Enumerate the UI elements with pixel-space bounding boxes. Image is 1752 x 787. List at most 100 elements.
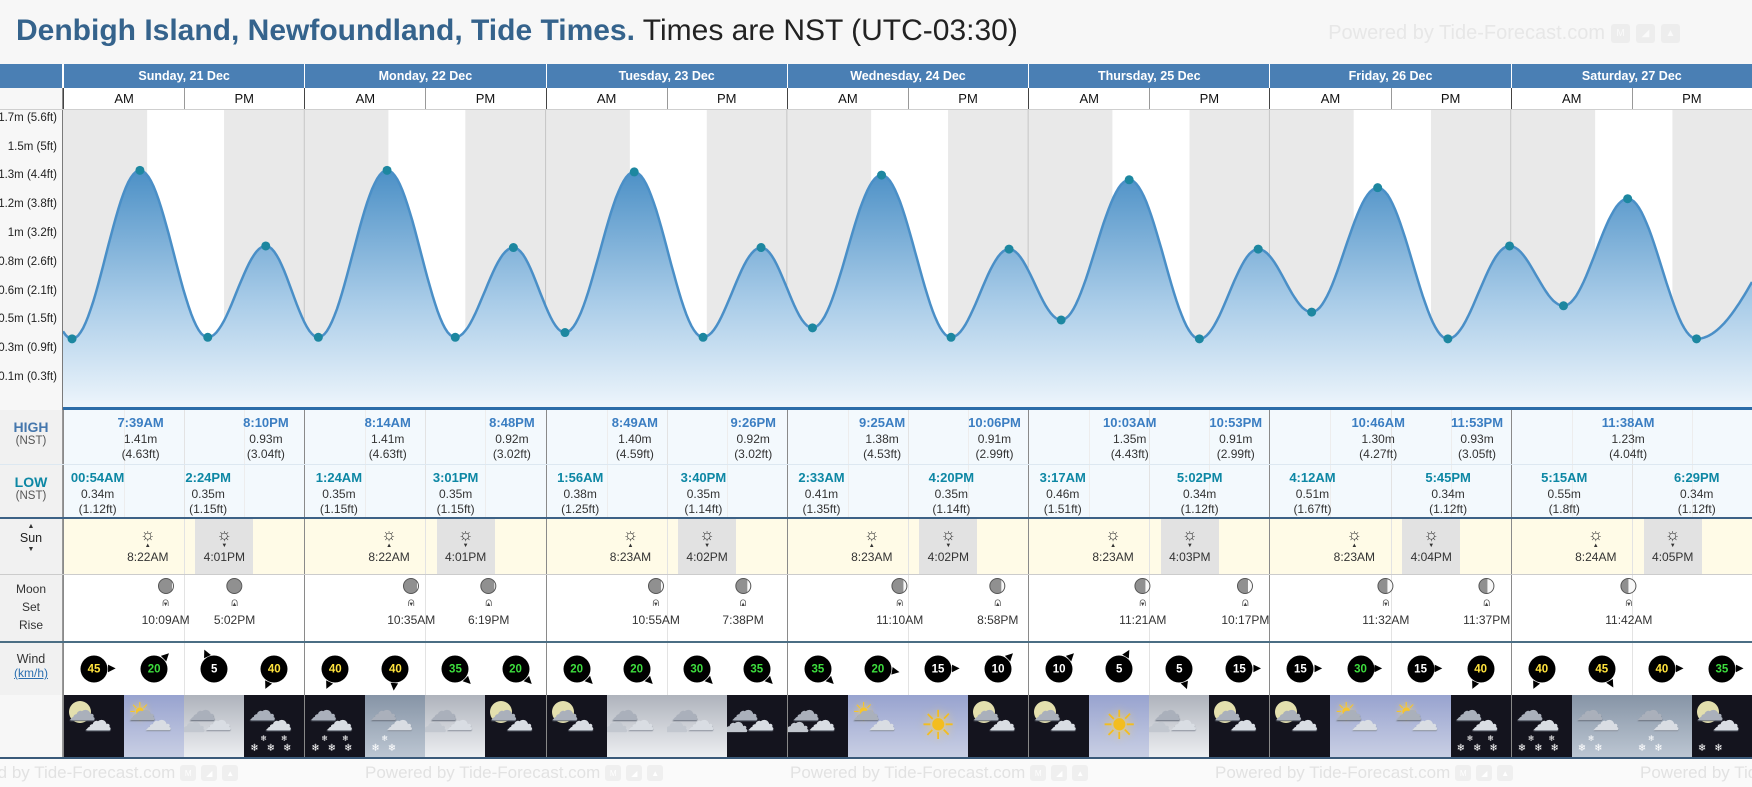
quarter-separator [365, 465, 367, 517]
y-axis-label: 0.6m (2.1ft) [0, 284, 57, 297]
wind-cell: 20 ▶ 20 ▶ 30 ▶ 35 ▶ [545, 643, 787, 695]
ampm-cell: AM PM [1510, 88, 1752, 109]
wind-direction-arrow: ▶ [890, 665, 901, 678]
sun-glyph: ☼ [1182, 525, 1198, 544]
app-store-icon[interactable]: M [1611, 24, 1630, 43]
weather-tile-cloudy: ☁ ☁ ☁ [184, 695, 245, 757]
quarter-separator [1209, 465, 1211, 517]
moonset-time: 10:35AM [387, 613, 436, 627]
page-title: Denbigh Island, Newfoundland, Tide Times… [16, 14, 635, 47]
y-axis-label: 0.1m (0.3ft) [0, 371, 57, 383]
moon-lit-portion [747, 579, 751, 593]
sunset-caret: ▼ [462, 543, 469, 549]
am-label: AM [596, 91, 617, 106]
play-store-icon[interactable]: ▲ [1661, 24, 1680, 43]
tide-height-m: 1.38m [865, 431, 899, 446]
high-tide-cell: 8:49AM 1.40m (4.59ft) 9:26PM 0.92m (3.02ft) [545, 410, 787, 464]
sunset-shade [195, 519, 254, 574]
noon-separator [1390, 410, 1392, 464]
tide-time: 10:53PM [1209, 415, 1263, 430]
wind-badge: 40 ▶ [377, 651, 413, 691]
low-tide-entry: 3:17AM 0.46m (1.51ft) [1040, 470, 1086, 518]
powered-by-text: Powered by Tide-Forecast.com [0, 763, 176, 782]
moon-row-label: Moon Set Rise [0, 575, 63, 641]
sunset-caret: ▼ [704, 543, 711, 549]
quarter-separator [485, 410, 487, 464]
wind-speed: 5 [1165, 655, 1193, 683]
sunrise-time: 8:22AM [127, 550, 169, 564]
tide-extreme-dot [756, 243, 766, 253]
tide-height-ft: (4.63ft) [121, 447, 160, 462]
wind-badge: 35 ▶ [1704, 651, 1744, 687]
moonset-caret: ▼ [162, 602, 169, 608]
tide-height-ft: (4.63ft) [368, 447, 407, 462]
noon-separator [1149, 643, 1151, 695]
tide-extreme-dot [382, 165, 392, 175]
tide-extreme-dot [877, 170, 887, 180]
moonrise-time: 7:38PM [722, 613, 764, 627]
wind-direction-arrow: ▶ [952, 663, 960, 674]
share-icon[interactable]: ◢ [1636, 24, 1655, 43]
weather-cell: ☁ ☁ ☁ ☁ ☁ ☁ ☁ ☁ ☁ ☁ ☁ [545, 695, 787, 757]
weather-cell: ☁ ☁ ☀ ☁ ☁ ☀ ☁ ☁ ☁ ☁ ❄❄ ❄❄❄ [1269, 695, 1511, 757]
wind-badge: 35 ▶ [739, 651, 776, 688]
moonrise-entry: ∩ ▲ 8:58PM [977, 578, 1018, 627]
tide-height-ft: (1.12ft) [1677, 502, 1716, 517]
wind-direction-arrow: ▶ [388, 682, 401, 692]
wind-speed: 40 [1528, 655, 1556, 683]
weather-tile-night-cloud: ☁ ☁ [1209, 695, 1270, 757]
low-tide-entry: 2:24PM 0.35m (1.15ft) [185, 470, 231, 518]
sun-glyph: ☼ [139, 525, 156, 544]
sunrise-icon: ☼ ▲ [610, 526, 651, 549]
noon-separator [1149, 465, 1151, 517]
tide-extreme-dot [807, 323, 817, 333]
pm-label: PM [1682, 91, 1702, 106]
share-icon: ◢ [626, 765, 643, 781]
moonrise-icon: ∩ ▲ [1463, 594, 1510, 611]
powered-by-text: Powered by Tide-Forecast.com [1215, 763, 1451, 782]
sunrise-time: 8:23AM [609, 550, 652, 564]
tide-height-ft: (1.8ft) [1548, 502, 1580, 517]
wind-row-label: Wind (km/h) [0, 643, 63, 695]
low-tide-cell: 1:24AM 0.35m (1.15ft) 3:01PM 0.35m (1.15ft) [304, 465, 545, 517]
weather-tile-cloudy: ☁ ☁ ☁ [425, 695, 486, 757]
noon-separator [1390, 88, 1392, 109]
noon-separator [666, 643, 668, 695]
powered-by-text: Powered by Tide-Forecast.com [790, 763, 1026, 782]
quarter-separator [726, 410, 728, 464]
moonset-time: 11:10AM [876, 613, 924, 627]
wind-badge: 10 ▶ [1041, 649, 1078, 687]
moonrise-icon: ∩ ▲ [468, 594, 509, 611]
y-axis-label: 1.7m (5.6ft) [0, 111, 57, 124]
high-tide-cell: 7:39AM 1.41m (4.63ft) 8:10PM 0.93m (3.04ft) [63, 410, 304, 464]
tide-time: 11:38AM [1601, 415, 1655, 430]
weather-tile-day-sun-cloud: ☀ ☁ ☁ [847, 695, 908, 757]
tide-extreme-dot [203, 332, 213, 342]
day-header-cell: Tuesday, 23 Dec [545, 64, 787, 88]
ampm-cell: AM PM [786, 88, 1028, 109]
tide-time: 11:53PM [1451, 415, 1504, 430]
tide-height-m: 0.35m [438, 486, 473, 501]
high-tide-cell: 8:14AM 1.41m (4.63ft) 8:48PM 0.92m (3.02ft) [304, 410, 545, 464]
sunrise-time: 8:23AM [1092, 550, 1134, 564]
pm-label: PM [1440, 91, 1461, 106]
quarter-separator [1089, 465, 1091, 517]
wind-speed: 5 [200, 655, 228, 683]
sunrise-caret-icon: ▲ [27, 523, 35, 530]
tide-height-m: 0.51m [1295, 486, 1330, 501]
quarter-separator [124, 465, 126, 517]
tide-height-m: 0.41m [804, 486, 839, 501]
tide-time: 4:12AM [1289, 470, 1336, 485]
sun-cell: ☼ ▲ 8:23AM ☼ ▼ 4:03PM [1028, 519, 1269, 574]
powered-by-link[interactable]: Powered by Tide-Forecast.com M ◢ ▲ [1328, 22, 1680, 45]
weather-tile-cloudy: ☁ ☁ ☁ [606, 695, 667, 757]
sunrise-time: 8:23AM [1333, 550, 1376, 564]
wind-unit-link[interactable]: (km/h) [14, 666, 48, 680]
tide-height-m: 0.34m [1431, 486, 1465, 501]
sunset-time: 4:02PM [686, 550, 728, 564]
